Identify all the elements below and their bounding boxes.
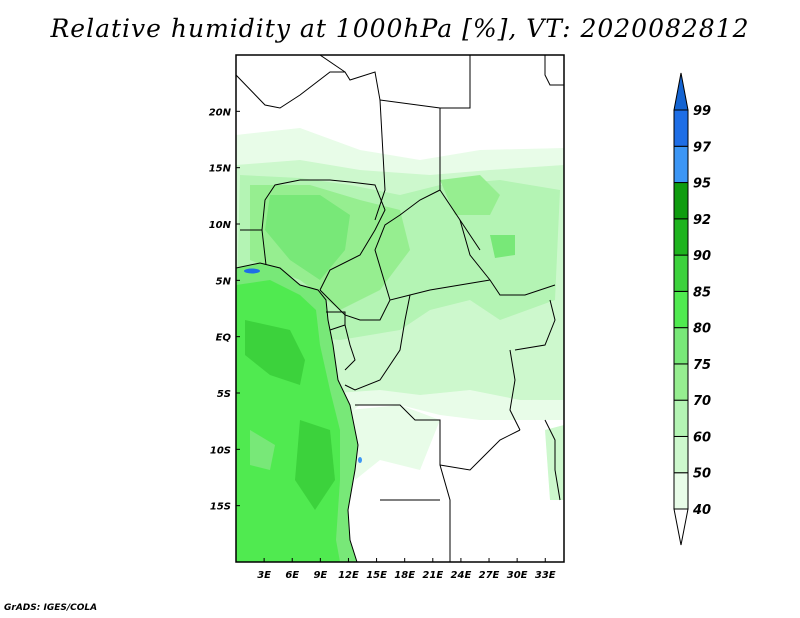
lon-tick-label: 18E	[394, 570, 415, 581]
colorbar-label: 50	[693, 467, 711, 482]
colorbar-label: 40	[692, 503, 711, 518]
humidity-field	[236, 55, 564, 562]
map-frame	[235, 54, 565, 563]
lon-tick-label: 24E	[451, 570, 472, 581]
colorbar-segment	[673, 145, 689, 184]
lat-ticks: 20N 15N 10N 5N EQ 5S 10S 15S	[209, 107, 240, 513]
colorbar-segment	[673, 290, 689, 329]
colorbar-segment	[673, 399, 689, 437]
lon-tick-label: 33E	[535, 570, 556, 581]
lon-tick-label: 12E	[338, 570, 359, 581]
lon-tick-label: 15E	[366, 570, 387, 581]
colorbar-label: 99	[693, 104, 711, 119]
lat-tick-label: 5S	[217, 389, 231, 400]
colorbar-label: 70	[693, 394, 711, 409]
plot-title: Relative humidity at 1000hPa [%], VT: 20…	[50, 14, 750, 43]
colorbar: 40 50 60 70 75 80 85 90 92 95 97 99	[673, 72, 712, 546]
colorbar-label: 80	[693, 322, 711, 337]
lon-tick-label: 21E	[422, 570, 443, 581]
colorbar-low-arrow	[673, 508, 689, 546]
colorbar-segment	[673, 182, 689, 220]
colorbar-segment	[673, 363, 689, 401]
colorbar-segment	[673, 218, 689, 256]
lon-ticks: 3E 6E 9E 12E 15E 18E 21E 24E 27E 30E 33E	[257, 558, 556, 581]
lon-tick-label: 9E	[313, 570, 327, 581]
colorbar-segment	[673, 327, 689, 365]
colorbar-high-arrow	[673, 72, 689, 111]
colorbar-label: 97	[693, 140, 712, 155]
grads-credit: GrADS: IGES/COLA	[4, 603, 98, 613]
colorbar-segment	[673, 472, 689, 510]
colorbar-segment	[673, 109, 689, 147]
coastlines-borders	[236, 55, 564, 562]
lon-tick-label: 6E	[285, 570, 299, 581]
lon-tick-label: 30E	[507, 570, 528, 581]
colorbar-segment	[673, 435, 689, 474]
colorbar-label: 95	[693, 177, 711, 192]
lat-tick-label: 15N	[209, 164, 232, 175]
colorbar-label: 75	[693, 358, 711, 373]
lat-tick-label: 15S	[210, 502, 231, 513]
lon-tick-label: 3E	[257, 570, 271, 581]
lat-tick-label: 10S	[210, 445, 231, 456]
lon-tick-label: 27E	[479, 570, 500, 581]
lat-tick-label: 5N	[216, 276, 232, 287]
colorbar-label: 85	[693, 285, 711, 300]
lat-tick-label: EQ	[216, 333, 232, 344]
colorbar-segment	[673, 254, 689, 292]
lat-tick-label: 10N	[209, 220, 232, 231]
colorbar-label: 60	[693, 430, 711, 445]
colorbar-label: 92	[693, 213, 711, 228]
colorbar-label: 90	[693, 249, 711, 264]
lat-tick-label: 20N	[209, 107, 232, 118]
